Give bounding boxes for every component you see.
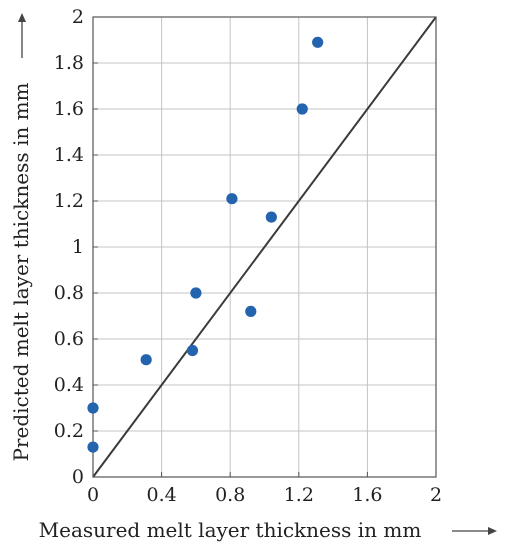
data-point (296, 103, 308, 115)
y-axis-title: Predicted melt layer thickness in mm (9, 82, 33, 461)
x-tick-label: 0 (87, 484, 99, 506)
data-point (190, 287, 202, 299)
x-tick-label: 1.6 (352, 484, 382, 506)
y-tick-label: 1.4 (54, 144, 84, 166)
x-tick-label: 0.4 (146, 484, 176, 506)
y-tick-label: 0.8 (54, 282, 84, 304)
x-tick-label: 0.8 (215, 484, 245, 506)
x-tick-labels: 0 0.4 0.8 1.2 1.6 2 (87, 484, 442, 506)
y-tick-label: 0 (72, 466, 84, 488)
y-tick-label: 1.2 (54, 190, 84, 212)
x-axis-title: Measured melt layer thickness in mm (39, 518, 422, 542)
y-tick-label: 2 (72, 6, 84, 28)
x-axis-arrow (452, 527, 497, 535)
x-tick-label: 1.2 (284, 484, 314, 506)
data-point (87, 402, 99, 414)
identity-reference-line (92, 16, 437, 478)
data-point (87, 441, 99, 453)
y-tick-label: 0.4 (54, 374, 84, 396)
y-tick-label: 0.2 (54, 420, 84, 442)
data-point (312, 36, 324, 48)
data-point (265, 211, 277, 223)
reference-line-group (92, 16, 437, 478)
data-point (186, 344, 199, 357)
data-point (226, 193, 238, 205)
y-tick-label: 1.6 (54, 98, 84, 120)
data-points (87, 36, 324, 453)
y-tick-label: 1 (72, 236, 84, 258)
y-tick-labels: 0 0.2 0.4 0.6 0.8 1 1.2 1.4 1.6 1.8 2 (54, 6, 84, 488)
data-point (140, 354, 152, 366)
plot-frame (92, 16, 437, 478)
x-tick-label: 2 (430, 484, 442, 506)
data-point (245, 305, 257, 317)
y-axis-arrow (18, 13, 26, 58)
y-tick-label: 0.6 (54, 328, 84, 350)
y-tick-label: 1.8 (54, 52, 84, 74)
